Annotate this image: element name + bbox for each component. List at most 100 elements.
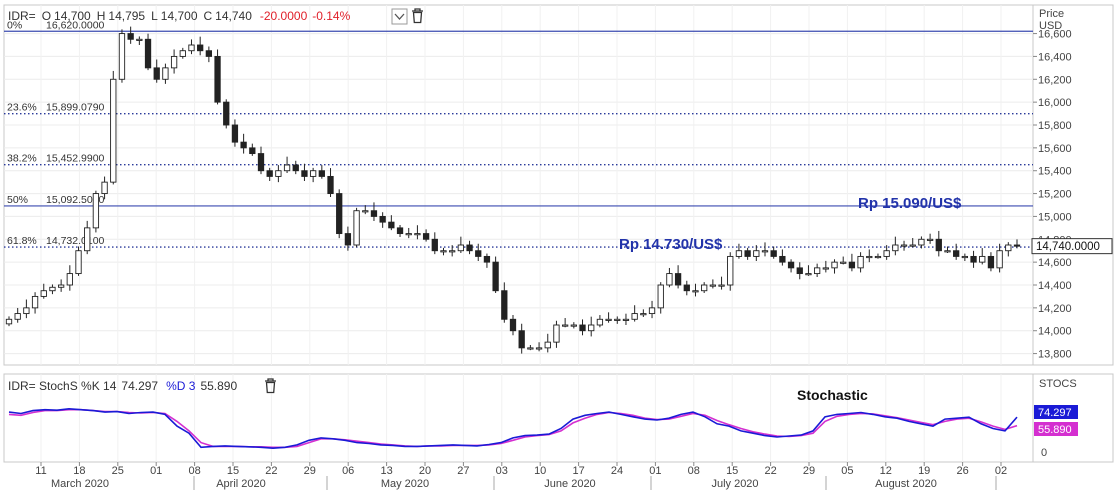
candle-body — [840, 261, 847, 264]
fib-value-label: 15,092.5000 — [46, 194, 105, 206]
candle-body — [440, 250, 447, 253]
candle-body — [492, 261, 499, 292]
x-tick-label: 24 — [611, 465, 623, 477]
delete-study-button[interactable] — [412, 8, 423, 24]
candle-body — [388, 221, 395, 229]
candle-body — [170, 55, 178, 69]
candle-body — [23, 307, 30, 315]
candle-body — [153, 67, 160, 80]
candle-body — [40, 290, 47, 297]
y-tick-label: 14,600 — [1038, 257, 1072, 269]
candle-body — [136, 38, 143, 41]
candle-body — [257, 153, 265, 172]
month-label: May 2020 — [381, 478, 429, 490]
candle-body — [431, 238, 438, 252]
candle-body — [214, 55, 221, 103]
candle-body — [866, 255, 873, 259]
fib-value-label: 15,899.0790 — [46, 102, 105, 114]
month-label: August 2020 — [875, 478, 937, 490]
candle-body — [622, 318, 630, 321]
candle-body — [666, 273, 673, 286]
candle-body — [1013, 244, 1021, 247]
trash-icon — [412, 8, 423, 24]
stoch-d-line — [8, 408, 1018, 449]
x-tick-label: 15 — [726, 465, 738, 477]
candle-body — [648, 307, 656, 315]
price-axis-title: Price — [1039, 8, 1064, 20]
x-tick-label: 17 — [572, 465, 584, 477]
y-tick-label: 16,000 — [1038, 97, 1072, 109]
candle-body — [327, 175, 334, 195]
candle-body — [49, 286, 56, 292]
candle-body — [996, 250, 1003, 269]
y-tick-label: 14,400 — [1038, 280, 1072, 292]
candle-body — [961, 255, 969, 259]
x-tick-label: 05 — [841, 465, 853, 477]
x-tick-label: 22 — [265, 465, 277, 477]
y-tick-label: 13,800 — [1038, 349, 1072, 361]
chevron-down-icon — [394, 13, 405, 20]
candle-body — [414, 233, 421, 236]
y-tick-label: 15,400 — [1038, 166, 1072, 178]
candle-body — [370, 210, 378, 217]
y-tick-label: 15,000 — [1038, 211, 1072, 223]
candle-body — [753, 250, 760, 257]
candle-body — [874, 255, 882, 259]
x-tick-label: 25 — [112, 465, 124, 477]
candle-body — [353, 210, 360, 246]
candle-body — [822, 267, 829, 270]
candle-body — [84, 227, 91, 252]
x-tick-label: 20 — [419, 465, 431, 477]
candle-body — [336, 193, 343, 235]
candle-body — [588, 324, 595, 332]
candle-body — [466, 244, 473, 252]
candle-body — [379, 215, 386, 223]
y-tick-label: 15,200 — [1038, 189, 1072, 201]
candle-body — [640, 313, 647, 316]
candle-body — [240, 141, 247, 149]
month-label: April 2020 — [216, 478, 266, 490]
y-tick-label: 15,600 — [1038, 143, 1072, 155]
candle-body — [318, 170, 325, 177]
x-tick-label: 13 — [380, 465, 392, 477]
candle-body — [31, 295, 39, 309]
candle-body — [744, 250, 751, 257]
x-tick-label: 06 — [342, 465, 354, 477]
fib-value-label: 14,732.0100 — [46, 235, 105, 247]
candle-body — [127, 33, 134, 40]
candle-body — [805, 273, 812, 276]
candle-body — [831, 261, 838, 269]
candle-body — [544, 341, 551, 349]
x-tick-label: 12 — [880, 465, 892, 477]
y-tick-label: 16,400 — [1038, 51, 1072, 63]
candle-body — [449, 250, 456, 253]
candle-body — [614, 318, 621, 321]
x-tick-label: 22 — [764, 465, 776, 477]
x-tick-label: 26 — [956, 465, 968, 477]
candle-body — [909, 244, 916, 247]
candle-body — [101, 181, 108, 195]
candle-body — [1005, 244, 1012, 252]
x-tick-label: 03 — [496, 465, 508, 477]
y-tick-label: 16,200 — [1038, 74, 1072, 86]
candle-body — [422, 233, 430, 240]
legend-dropdown-button[interactable] — [391, 8, 408, 25]
candle-body — [144, 38, 152, 69]
candle-body — [570, 324, 577, 327]
candle-body — [205, 50, 213, 57]
month-label: July 2020 — [711, 478, 758, 490]
candle-body — [579, 324, 586, 332]
date-axis-ticks: 11 18 25 01 08 15 22 29 06 13 20 27 03 10 17 24 01 08 15 22… — [35, 462, 1007, 490]
fib-pct-label: 0% — [7, 19, 22, 31]
candle-body — [309, 170, 317, 177]
x-tick-label: 29 — [304, 465, 316, 477]
svg-text:55.890: 55.890 — [1038, 424, 1072, 436]
change-value: -20.0000 — [260, 9, 308, 23]
candle-body — [779, 255, 786, 263]
y-tick-label: 16,600 — [1038, 29, 1072, 41]
candle-body — [92, 193, 100, 229]
candle-body — [701, 284, 708, 292]
delete-stoch-button[interactable] — [265, 378, 276, 394]
